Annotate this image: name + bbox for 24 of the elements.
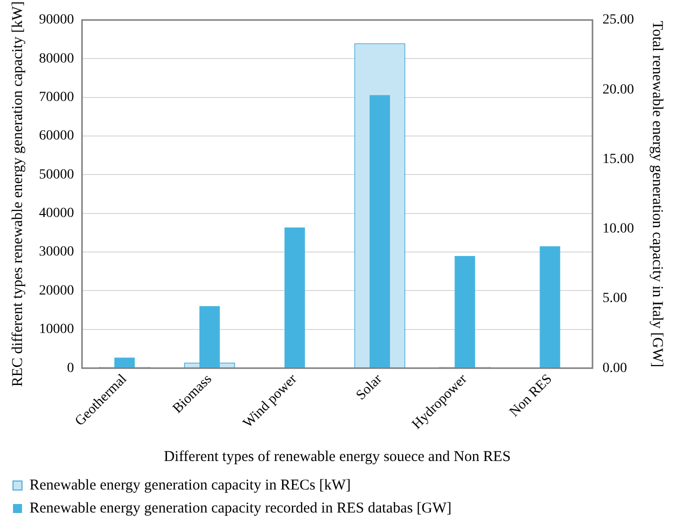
y2-tick-label: 5.00: [602, 291, 627, 306]
y2-tick-label: 0.00: [602, 360, 627, 376]
bar: [284, 227, 305, 368]
y-tick-label: 50000: [39, 167, 74, 182]
y-tick-label: 70000: [39, 90, 74, 106]
y-tick-label: 90000: [39, 12, 74, 28]
y-tick-label: 40000: [39, 206, 74, 222]
y2-axis-title: Total renewable energy generation capacity in Italy [GW]: [649, 20, 666, 368]
y2-tick-label: 10.00: [602, 222, 634, 237]
y-tick-label: 10000: [39, 322, 74, 338]
bar: [540, 246, 560, 368]
y-tick-label: 30000: [39, 244, 74, 260]
y2-tick-label: 25.00: [602, 12, 634, 28]
y-axis-title: REC different types renewable energy generation capacity [kW]: [10, 1, 26, 387]
y-tick-label: 60000: [39, 128, 74, 144]
legend-label: Renewable energy generation capacity in RECs [kW]: [30, 477, 351, 494]
x-tick-label: Non RES: [507, 372, 556, 420]
y-tick-label: 80000: [39, 51, 74, 66]
y2-tick-label: 15.00: [602, 152, 634, 167]
y-tick-label: 20000: [39, 283, 74, 298]
legend-label: Renewable energy generation capacity recorded in RES databas [GW]: [30, 500, 452, 516]
y2-tick-label: 20.00: [602, 82, 634, 98]
x-axis-title: Different types of renewable energy souece and Non RES: [164, 448, 511, 465]
y-tick-label: 0: [67, 360, 74, 376]
